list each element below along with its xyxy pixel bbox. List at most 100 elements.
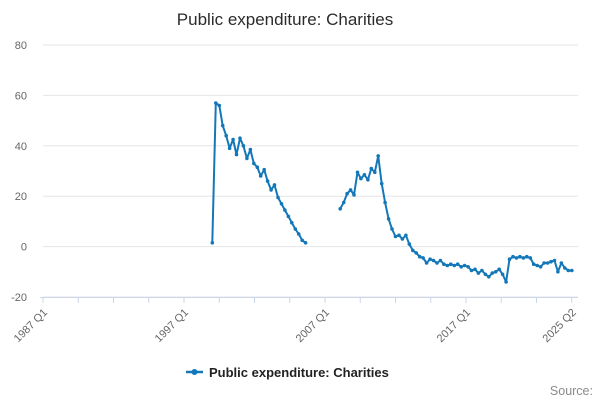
data-point[interactable] [400,237,405,241]
data-point[interactable] [563,266,567,270]
data-point[interactable] [227,146,232,151]
data-point[interactable] [531,262,536,267]
data-point[interactable] [442,262,446,267]
data-point[interactable] [390,227,394,231]
data-point[interactable] [386,217,391,221]
data-point[interactable] [217,103,222,108]
data-point[interactable] [214,101,218,105]
data-point[interactable] [265,179,270,183]
data-point[interactable] [231,137,235,142]
data-point[interactable] [362,173,367,177]
data-point[interactable] [500,272,505,277]
data-point[interactable] [404,233,408,238]
data-point[interactable] [276,195,280,200]
data-point[interactable] [262,167,267,172]
data-point[interactable] [435,261,439,265]
data-point[interactable] [376,154,381,158]
data-point[interactable] [272,183,277,187]
data-point[interactable] [438,258,443,263]
data-point[interactable] [286,214,291,219]
data-point[interactable] [556,270,560,274]
data-point[interactable] [393,234,398,239]
data-point[interactable] [345,191,349,196]
data-point[interactable] [514,256,519,260]
data-point[interactable] [473,267,477,272]
data-point[interactable] [462,263,467,268]
data-point[interactable] [449,262,453,267]
data-point[interactable] [369,166,374,171]
data-point[interactable] [452,263,457,268]
data-point[interactable] [518,254,522,259]
data-point[interactable] [338,207,343,211]
data-point[interactable] [507,257,512,262]
data-point[interactable] [234,152,239,157]
data-point[interactable] [511,254,515,259]
data-point[interactable] [538,265,543,269]
data-point[interactable] [293,227,298,231]
data-point[interactable] [549,259,553,264]
data-point[interactable] [421,256,425,260]
data-point[interactable] [428,257,432,262]
data-point[interactable] [431,258,436,263]
data-point[interactable] [373,170,377,175]
data-point[interactable] [411,248,415,253]
legend[interactable]: Public expenditure: Charities [186,365,389,380]
data-point[interactable] [417,254,422,259]
data-point[interactable] [407,242,412,246]
data-point[interactable] [483,272,488,277]
data-point[interactable] [476,271,481,275]
data-point[interactable] [241,144,246,148]
data-point[interactable] [383,200,387,205]
data-point[interactable] [220,123,225,128]
data-point[interactable] [252,161,256,166]
data-point[interactable] [552,258,557,263]
data-point[interactable] [459,265,464,269]
data-point[interactable] [245,156,249,161]
data-point[interactable] [469,268,474,273]
data-point[interactable] [535,263,539,268]
data-point[interactable] [269,188,273,192]
data-point[interactable] [348,188,353,192]
data-point[interactable] [480,268,484,273]
data-point[interactable] [248,147,253,152]
data-point[interactable] [255,165,260,169]
data-point[interactable] [566,268,571,273]
data-point[interactable] [379,181,384,186]
data-point[interactable] [455,262,460,267]
data-point[interactable] [303,241,308,245]
data-point[interactable] [490,271,495,275]
data-point[interactable] [424,261,429,265]
data-point[interactable] [525,254,529,259]
data-point[interactable] [258,174,263,178]
data-point[interactable] [296,232,301,236]
data-point[interactable] [341,200,346,205]
data-point[interactable] [279,202,284,206]
data-point[interactable] [210,241,215,245]
y-tick-label: 0 [21,242,27,254]
data-point[interactable] [570,268,574,273]
data-point[interactable] [414,251,419,255]
data-point[interactable] [355,170,360,175]
data-point[interactable] [521,256,526,260]
data-point[interactable] [397,233,401,238]
data-point[interactable] [238,136,242,140]
data-point[interactable] [466,265,470,269]
data-point[interactable] [300,238,305,243]
data-point[interactable] [224,133,228,138]
data-point[interactable] [445,263,450,268]
data-point[interactable] [542,261,546,265]
data-point[interactable] [283,208,287,212]
data-point[interactable] [528,256,533,260]
series-line[interactable] [339,154,573,283]
data-point[interactable] [504,280,508,284]
data-point[interactable] [545,261,550,265]
data-point[interactable] [493,270,498,274]
data-point[interactable] [359,176,363,181]
data-point[interactable] [497,267,502,272]
data-point[interactable] [352,193,356,197]
data-point[interactable] [366,178,370,182]
series-line[interactable] [211,102,307,244]
data-point[interactable] [487,275,491,279]
data-point[interactable] [559,261,564,265]
data-point[interactable] [290,220,294,225]
